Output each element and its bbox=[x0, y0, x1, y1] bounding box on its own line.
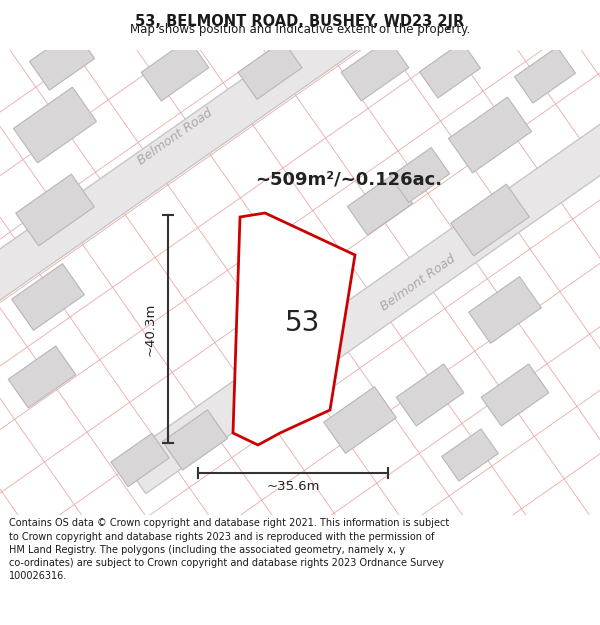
Text: 53: 53 bbox=[286, 309, 320, 337]
Polygon shape bbox=[16, 174, 94, 246]
Text: ~509m²/~0.126ac.: ~509m²/~0.126ac. bbox=[255, 171, 442, 189]
Text: Contains OS data © Crown copyright and database right 2021. This information is : Contains OS data © Crown copyright and d… bbox=[9, 518, 449, 581]
Text: Belmont Road: Belmont Road bbox=[135, 106, 215, 168]
Text: ~35.6m: ~35.6m bbox=[266, 481, 320, 494]
Polygon shape bbox=[0, 0, 463, 349]
Polygon shape bbox=[442, 429, 498, 481]
Polygon shape bbox=[29, 30, 95, 90]
Text: ~40.3m: ~40.3m bbox=[143, 302, 157, 356]
Polygon shape bbox=[8, 346, 76, 408]
Polygon shape bbox=[141, 39, 209, 101]
Polygon shape bbox=[341, 39, 409, 101]
Text: Belmont Road: Belmont Road bbox=[378, 253, 458, 314]
Polygon shape bbox=[163, 410, 227, 470]
Polygon shape bbox=[481, 364, 549, 426]
Polygon shape bbox=[111, 433, 169, 487]
Polygon shape bbox=[419, 42, 481, 98]
Polygon shape bbox=[448, 97, 532, 173]
Polygon shape bbox=[469, 277, 541, 343]
Polygon shape bbox=[233, 213, 355, 445]
Polygon shape bbox=[324, 387, 396, 453]
Polygon shape bbox=[12, 264, 84, 331]
Polygon shape bbox=[451, 184, 529, 256]
Polygon shape bbox=[396, 364, 464, 426]
Polygon shape bbox=[347, 175, 413, 235]
Text: 53, BELMONT ROAD, BUSHEY, WD23 2JR: 53, BELMONT ROAD, BUSHEY, WD23 2JR bbox=[136, 14, 464, 29]
Text: Map shows position and indicative extent of the property.: Map shows position and indicative extent… bbox=[130, 23, 470, 36]
Polygon shape bbox=[515, 47, 575, 103]
Polygon shape bbox=[13, 87, 97, 163]
Polygon shape bbox=[122, 86, 600, 494]
Polygon shape bbox=[238, 41, 302, 99]
Polygon shape bbox=[391, 148, 449, 202]
